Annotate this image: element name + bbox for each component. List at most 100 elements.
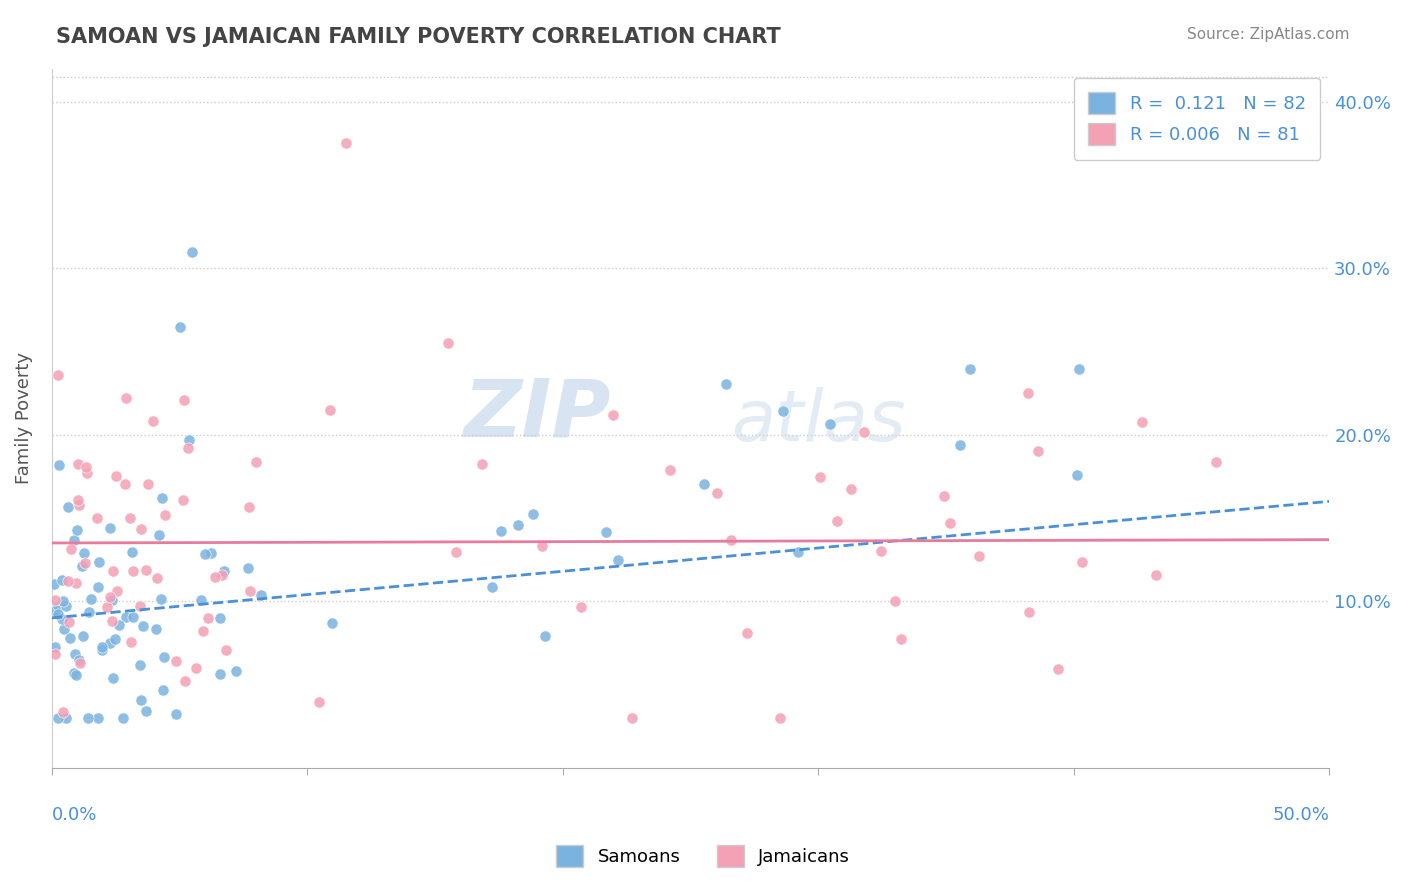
Point [200, 546, 222, 560]
Point [934, 489, 956, 503]
Point [51, 612, 73, 626]
Point [104, 632, 127, 647]
Point [308, 695, 330, 709]
Point [319, 403, 342, 417]
Point [46, 368, 69, 382]
Point [714, 377, 737, 392]
Point [595, 524, 617, 539]
Point [621, 711, 644, 725]
Point [1046, 662, 1069, 676]
Point [73, 556, 96, 570]
Point [884, 594, 907, 608]
Point [150, 491, 173, 505]
Y-axis label: Family Poverty: Family Poverty [15, 352, 32, 484]
Point [101, 615, 124, 629]
Point [100, 590, 122, 604]
Point [481, 580, 503, 594]
Point [63, 647, 86, 661]
Point [87, 555, 110, 569]
Text: Source: ZipAtlas.com: Source: ZipAtlas.com [1187, 27, 1350, 42]
Point [44, 577, 66, 591]
Point [321, 616, 343, 631]
Point [852, 425, 875, 439]
Point [735, 626, 758, 640]
Point [152, 682, 174, 697]
Point [65, 667, 87, 681]
Point [101, 671, 124, 685]
Point [77, 605, 100, 619]
Point [569, 599, 592, 614]
Point [46, 711, 69, 725]
Point [69, 657, 91, 671]
Point [165, 706, 187, 721]
Point [46, 599, 69, 613]
Point [44, 640, 66, 654]
Point [66, 523, 89, 537]
Point [56, 500, 79, 515]
Point [76, 466, 98, 480]
Point [169, 319, 191, 334]
Point [194, 547, 217, 561]
Point [174, 674, 197, 689]
Point [444, 545, 467, 559]
Point [181, 244, 204, 259]
Text: ZIP: ZIP [464, 376, 610, 454]
Point [86, 711, 108, 725]
Point [55, 599, 77, 613]
Point [101, 593, 124, 607]
Point [67, 457, 90, 471]
Point [135, 704, 157, 718]
Point [105, 583, 128, 598]
Text: 50.0%: 50.0% [1272, 806, 1329, 824]
Point [208, 611, 231, 625]
Point [91, 640, 114, 655]
Point [890, 632, 912, 647]
Point [65, 576, 87, 591]
Point [939, 516, 962, 530]
Point [63, 533, 86, 548]
Point [225, 665, 247, 679]
Point [1205, 455, 1227, 469]
Point [44, 647, 66, 661]
Point [153, 650, 176, 665]
Point [204, 570, 226, 584]
Point [142, 414, 165, 428]
Point [948, 438, 970, 452]
Legend: Samoans, Jamaicans: Samoans, Jamaicans [548, 838, 858, 874]
Point [114, 477, 136, 491]
Point [132, 619, 155, 633]
Text: SAMOAN VS JAMAICAN FAMILY POVERTY CORRELATION CHART: SAMOAN VS JAMAICAN FAMILY POVERTY CORREL… [56, 27, 780, 46]
Point [118, 510, 141, 524]
Point [869, 544, 891, 558]
Point [120, 634, 142, 648]
Point [122, 564, 145, 578]
Text: 0.0%: 0.0% [52, 806, 97, 824]
Point [172, 493, 194, 508]
Point [165, 654, 187, 668]
Point [841, 482, 863, 496]
Point [98, 520, 121, 534]
Point [46, 607, 69, 621]
Point [104, 468, 127, 483]
Point [209, 666, 232, 681]
Point [530, 539, 553, 553]
Point [787, 544, 810, 558]
Point [131, 692, 153, 706]
Point [136, 476, 159, 491]
Point [51, 573, 73, 587]
Point [79, 591, 101, 606]
Point [122, 610, 145, 624]
Point [471, 457, 494, 471]
Point [533, 630, 555, 644]
Point [250, 588, 273, 602]
Point [146, 571, 169, 585]
Point [607, 553, 630, 567]
Point [1067, 362, 1090, 376]
Point [215, 642, 238, 657]
Point [1144, 567, 1167, 582]
Point [72, 630, 94, 644]
Point [659, 463, 682, 477]
Point [112, 711, 135, 725]
Point [129, 522, 152, 536]
Point [129, 599, 152, 614]
